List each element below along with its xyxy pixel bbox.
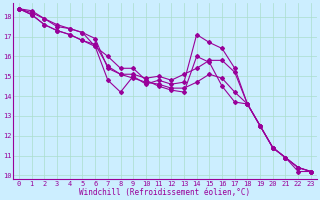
X-axis label: Windchill (Refroidissement éolien,°C): Windchill (Refroidissement éolien,°C) xyxy=(79,188,251,197)
